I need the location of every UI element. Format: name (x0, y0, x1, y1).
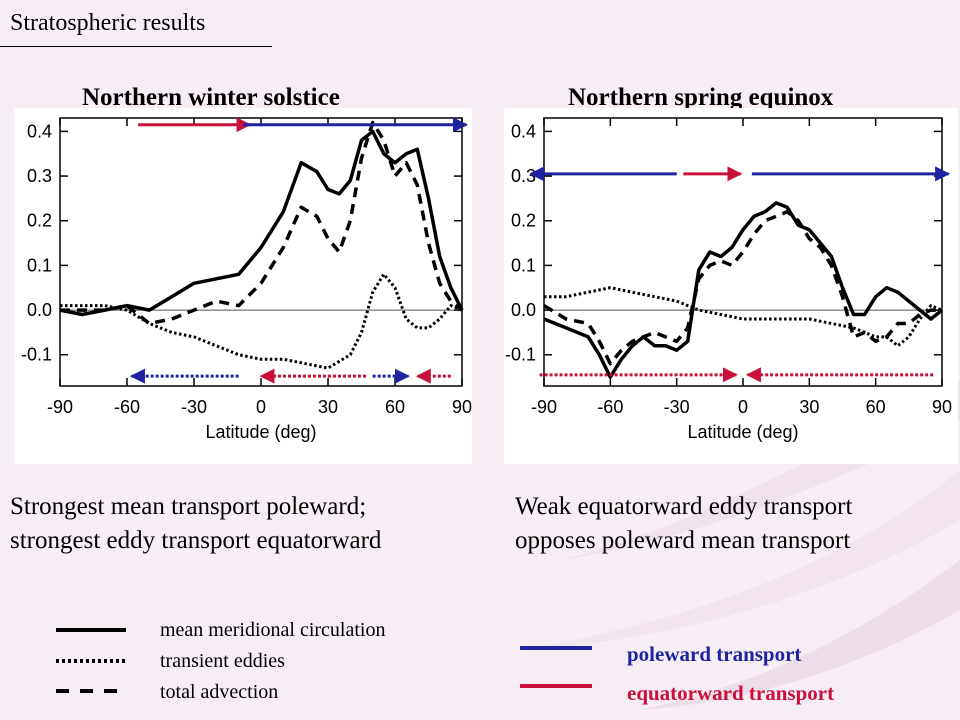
y-tick-label: 0.4 (27, 121, 52, 141)
y-tick-label: 0.4 (511, 121, 536, 141)
y-tick-label: -0.1 (505, 345, 536, 365)
y-tick-label: 0.1 (511, 255, 536, 275)
legend-label-poleward: poleward transport (627, 642, 802, 666)
legend-line-samples (56, 628, 126, 693)
chart-solstice-container: -0.1 0.0 0.1 0.2 0.3 0.4 -90 -60 -30 0 30 60 90 Latit… (14, 108, 472, 464)
y-tick-label: 0.0 (27, 300, 52, 320)
caption-equinox-line-2: opposes poleward mean transport (515, 527, 851, 554)
y-tick-label: 0.2 (511, 211, 536, 231)
series-solid-line (543, 201, 944, 379)
x-tick-label: -30 (664, 397, 690, 417)
series-dashed-line (543, 210, 942, 366)
y-tick-label: 0.3 (511, 166, 536, 186)
y-tick-label: 0.1 (27, 255, 52, 275)
chart-equinox-container: -0.1 0.0 0.1 0.2 0.3 0.4 -90 -60 -30 0 30 60 90 Latit… (504, 108, 958, 464)
title-underline (0, 46, 272, 47)
x-tick-label: 0 (256, 397, 266, 417)
legend-label-eddies: transient eddies (160, 650, 285, 672)
x-tick-label: 30 (318, 397, 338, 417)
x-tick-label: -90 (531, 397, 557, 417)
x-axis-label: Latitude (deg) (687, 422, 798, 442)
plot-frame (543, 117, 943, 387)
caption-solstice: Strongest mean transport poleward; stron… (10, 490, 381, 558)
x-tick-label: 60 (385, 397, 405, 417)
x-tick-label: 60 (866, 397, 886, 417)
legend-label-total: total advection (160, 681, 279, 703)
x-axis-label: Latitude (deg) (205, 422, 316, 442)
y-tick-label: 0.3 (27, 166, 52, 186)
x-tick-label: -30 (181, 397, 207, 417)
caption-solstice-line-2: strongest eddy transport equatorward (10, 527, 382, 554)
y-tick-label: 0.2 (27, 211, 52, 231)
x-tick-label: 0 (738, 397, 748, 417)
x-tick-label: 90 (932, 397, 952, 417)
caption-solstice-line-1: Strongest mean transport poleward; (10, 493, 367, 520)
slide-title: Stratospheric results (10, 10, 206, 36)
series-dashed-line (60, 120, 464, 326)
x-tick-label: 90 (452, 397, 472, 417)
x-tick-label: 30 (799, 397, 819, 417)
series-dotted-line (544, 286, 943, 348)
legend-label-mean: mean meridional circulation (160, 619, 386, 641)
x-tick-label: -60 (597, 397, 623, 417)
y-tick-label: -0.1 (21, 345, 52, 365)
legend-label-equatorward: equatorward transport (627, 681, 835, 705)
caption-equinox: Weak equatorward eddy transport opposes … (515, 490, 852, 558)
legend-color-samples (520, 646, 592, 688)
panel-title-equinox: Northern spring equinox (568, 84, 834, 111)
chart-solstice: -0.1 0.0 0.1 0.2 0.3 0.4 -90 -60 -30 0 30 60 90 Latit… (21, 117, 472, 442)
caption-equinox-line-1: Weak equatorward eddy transport (515, 493, 853, 520)
x-tick-label: -90 (47, 397, 73, 417)
series-solid-line (59, 129, 464, 317)
x-tick-label: -60 (114, 397, 140, 417)
panel-title-solstice: Northern winter solstice (82, 84, 340, 111)
series-dotted-line (60, 272, 463, 370)
chart-equinox: -0.1 0.0 0.1 0.2 0.3 0.4 -90 -60 -30 0 30 60 90 Latit… (505, 117, 952, 442)
y-tick-label: 0.0 (511, 300, 536, 320)
